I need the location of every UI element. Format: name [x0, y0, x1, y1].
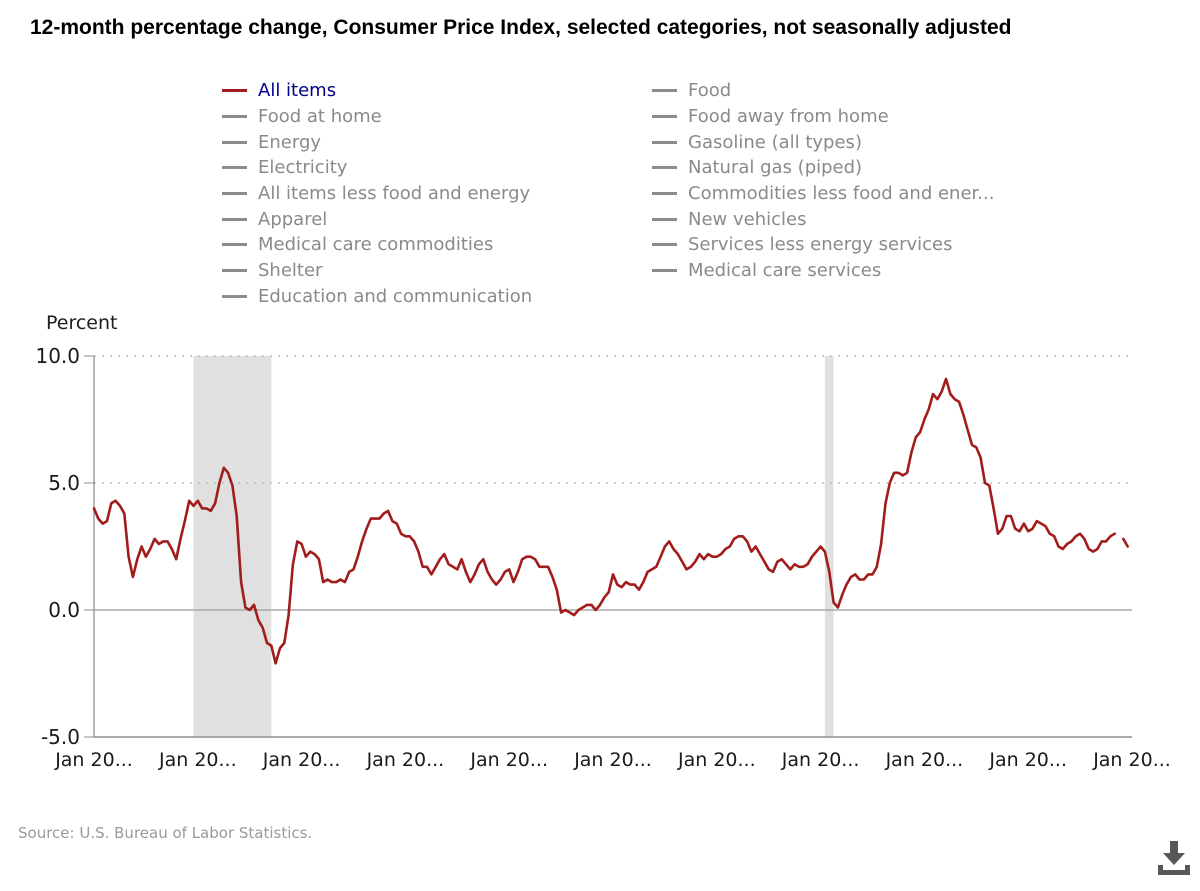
legend-item-label: Food: [688, 80, 732, 102]
legend-item[interactable]: Food: [652, 78, 1072, 104]
legend-item-label: Gasoline (all types): [688, 131, 862, 153]
legend-item[interactable]: Apparel: [222, 206, 642, 232]
legend-line-icon: [222, 217, 247, 221]
legend-item-label: Apparel: [258, 208, 328, 230]
legend-line-icon: [652, 192, 677, 196]
y-axis-tick-label: 5.0: [48, 471, 80, 495]
source-note: Source: U.S. Bureau of Labor Statistics.: [18, 824, 313, 842]
chart-title: 12-month percentage change, Consumer Pri…: [30, 16, 1012, 39]
download-button[interactable]: [1152, 836, 1196, 884]
legend-item-label: New vehicles: [688, 208, 807, 230]
legend-item-label: Education and communication: [258, 285, 533, 307]
legend-item-label: Food away from home: [688, 106, 889, 128]
legend-item[interactable]: Medical care commodities: [222, 232, 642, 258]
x-axis-tick-label: Jan 20...: [366, 749, 445, 771]
legend-line-icon: [222, 89, 247, 93]
legend-item[interactable]: Natural gas (piped): [652, 155, 1072, 181]
legend-item[interactable]: New vehicles: [652, 206, 1072, 232]
legend-item-label: Medical care services: [688, 260, 882, 282]
legend-item[interactable]: Commodities less food and ener...: [652, 181, 1072, 207]
x-axis-tick-label: Jan 20...: [988, 749, 1067, 771]
legend-item-label: Food at home: [258, 106, 382, 128]
legend-item-label: Natural gas (piped): [688, 157, 863, 179]
legend-item-label: Medical care commodities: [258, 234, 494, 256]
legend-item[interactable]: Medical care services: [652, 258, 1072, 284]
x-axis-tick-label: Jan 20...: [573, 749, 652, 771]
legend-item-label: Shelter: [258, 260, 323, 282]
download-icon: [1158, 841, 1190, 875]
x-axis-tick-label: Jan 20...: [677, 749, 756, 771]
legend-item[interactable]: Education and communication: [222, 284, 642, 310]
legend-item-label: Commodities less food and ener...: [688, 183, 995, 205]
legend-item[interactable]: Energy: [222, 129, 642, 155]
legend-line-icon: [652, 140, 677, 144]
legend-line-icon: [222, 269, 247, 273]
legend-line-icon: [652, 89, 677, 93]
legend-item-label: Services less energy services: [688, 234, 953, 256]
legend-line-icon: [222, 243, 247, 247]
series-line-all-items: [92, 377, 1129, 665]
y-axis-title: Percent: [46, 312, 118, 334]
y-axis-tick-label: 10.0: [35, 344, 80, 368]
legend-column-2: Food Food away from home Gasoline (all typ…: [652, 78, 1072, 284]
x-axis-tick-label: Jan 20...: [885, 749, 964, 771]
legend-line-icon: [652, 115, 677, 119]
x-axis-tick-label: Jan 20...: [469, 749, 548, 771]
legend-line-icon: [652, 269, 677, 273]
legend-item[interactable]: Electricity: [222, 155, 642, 181]
x-axis-tick-label: Jan 20...: [781, 749, 860, 771]
legend-line-icon: [652, 166, 677, 170]
legend-item[interactable]: Food away from home: [652, 104, 1072, 130]
legend-item-label: All items: [258, 80, 337, 102]
x-axis-tick-label: Jan 20...: [262, 749, 341, 771]
legend-line-icon: [652, 243, 677, 247]
legend-line-icon: [222, 166, 247, 170]
x-axis-tick-label: Jan 20...: [158, 749, 237, 771]
legend-item[interactable]: Services less energy services: [652, 232, 1072, 258]
legend-line-icon: [222, 115, 247, 119]
legend-line-icon: [652, 217, 677, 221]
legend-item[interactable]: Gasoline (all types): [652, 129, 1072, 155]
legend-item[interactable]: Shelter: [222, 258, 642, 284]
legend-item[interactable]: All items: [222, 78, 642, 104]
legend-item-label: Electricity: [258, 157, 348, 179]
legend-column-1: All items Food at home Energy Electricity Al…: [222, 78, 642, 309]
legend-line-icon: [222, 140, 247, 144]
recession-band: [824, 356, 834, 737]
x-axis-tick-label: Jan 20...: [1092, 749, 1171, 771]
legend-item[interactable]: All items less food and energy: [222, 181, 642, 207]
y-axis-tick-label: -5.0: [41, 725, 80, 749]
y-axis-tick-label: 0.0: [48, 598, 80, 622]
recession-band: [193, 356, 272, 737]
legend-item-label: Energy: [258, 131, 322, 153]
legend-item[interactable]: Food at home: [222, 104, 642, 130]
legend-line-icon: [222, 192, 247, 196]
legend-line-icon: [222, 294, 247, 298]
x-axis-tick-label: Jan 20...: [54, 749, 133, 771]
legend-item-label: All items less food and energy: [258, 183, 531, 205]
